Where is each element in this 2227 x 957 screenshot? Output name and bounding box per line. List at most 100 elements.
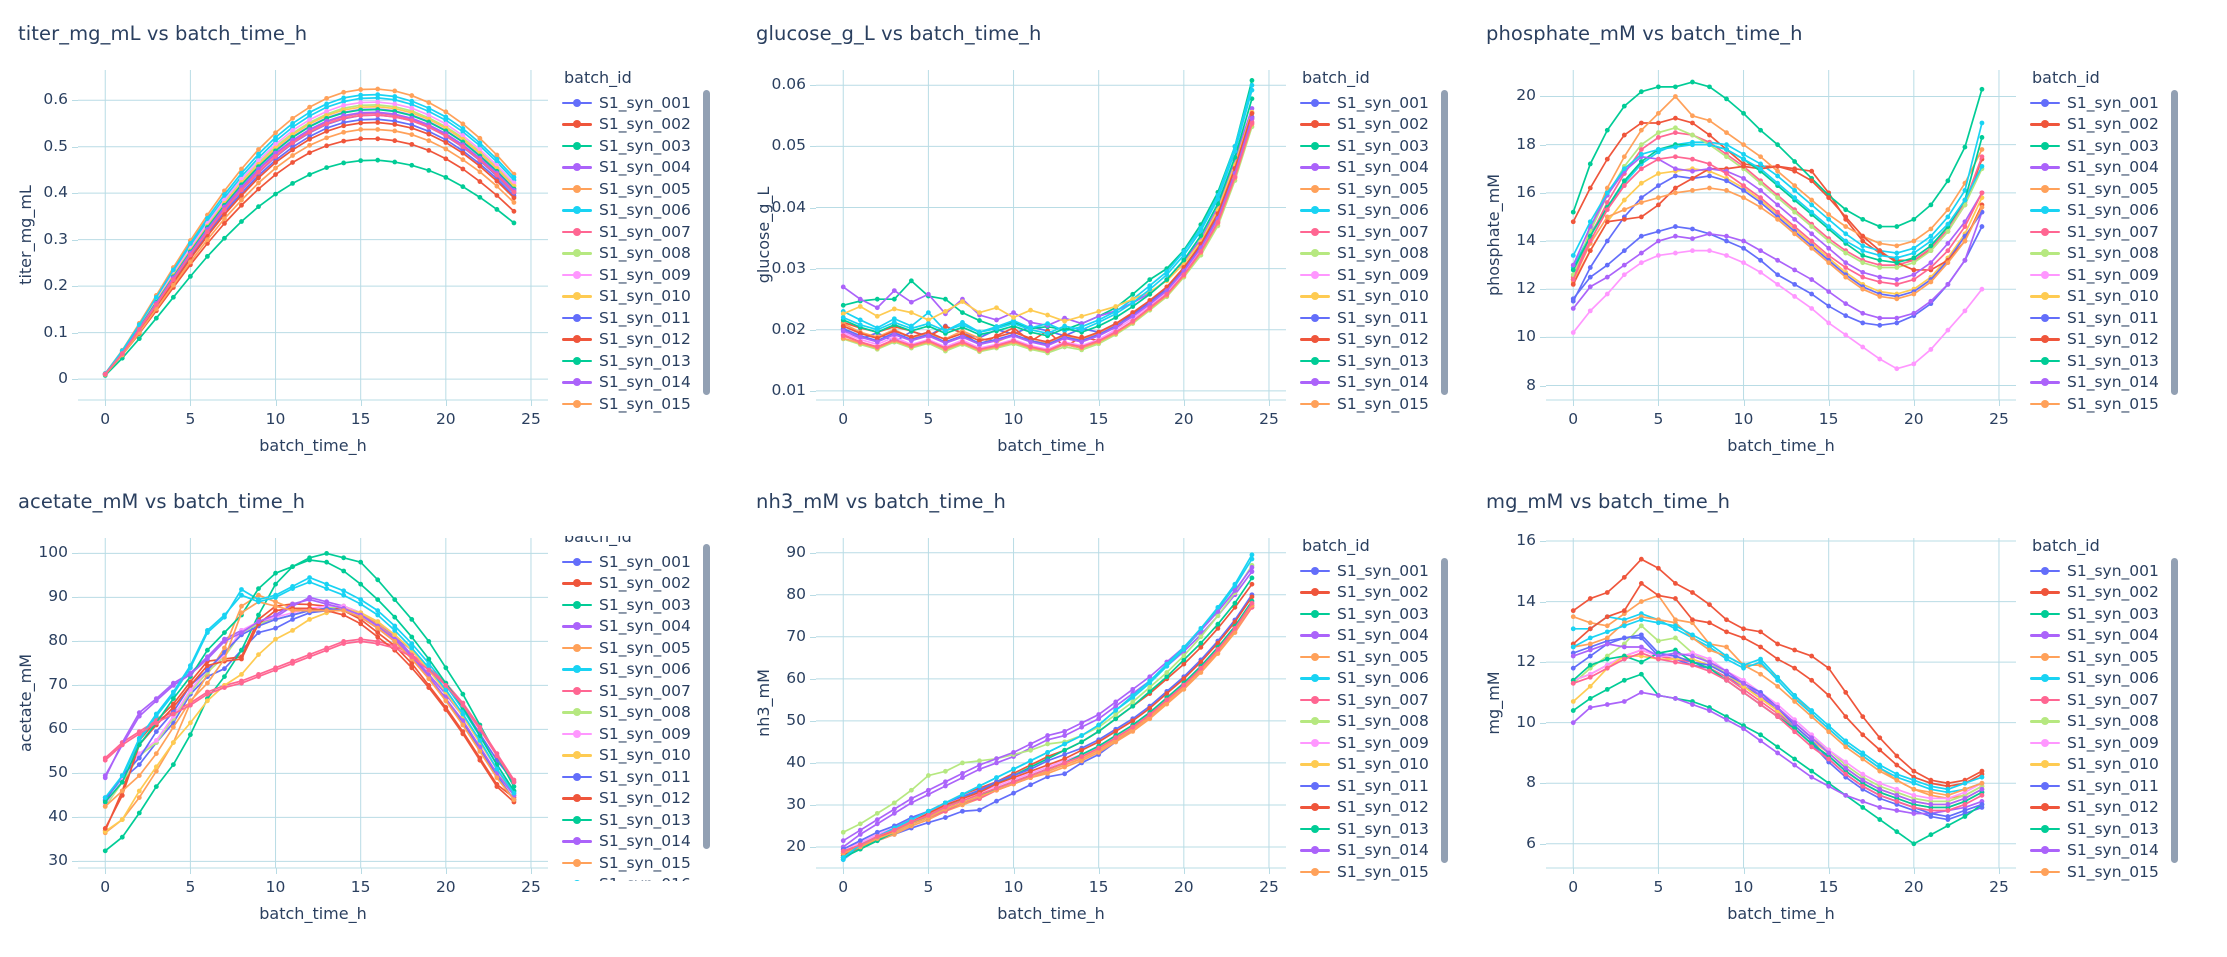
series-S1_syn_014[interactable] [840, 115, 1255, 349]
series-S1_syn_015[interactable] [1570, 614, 1985, 798]
legend-acetate[interactable]: batch_id S1_syn_001 S1_syn_002 S1_syn_003 S1… [562, 536, 712, 881]
legend-item-S1_syn_013[interactable]: S1_syn_013 [562, 350, 712, 372]
legend-item-S1_syn_014[interactable]: S1_syn_014 [1300, 372, 1450, 394]
series-S1_syn_012[interactable] [840, 110, 1255, 345]
legend-item-S1_syn_009[interactable]: S1_syn_009 [1300, 732, 1450, 754]
legend-item-S1_syn_001[interactable]: S1_syn_001 [2030, 92, 2180, 114]
legend-item-S1_syn_009[interactable]: S1_syn_009 [2030, 732, 2180, 754]
legend-item-S1_syn_015[interactable]: S1_syn_015 [562, 852, 712, 874]
legend-item-S1_syn_010[interactable]: S1_syn_010 [1300, 286, 1450, 308]
legend-scrollbar[interactable] [1441, 558, 1448, 863]
series-S1_syn_017[interactable] [102, 112, 517, 377]
legend-item-S1_syn_012[interactable]: S1_syn_012 [2030, 797, 2180, 819]
legend-item-S1_syn_007[interactable]: S1_syn_007 [1300, 221, 1450, 243]
series-S1_syn_002[interactable] [1570, 556, 1985, 786]
legend-phosphate[interactable]: batch_id S1_syn_001 S1_syn_002 S1_syn_003 S1… [2030, 68, 2180, 413]
legend-item-S1_syn_010[interactable]: S1_syn_010 [2030, 754, 2180, 776]
series-S1_syn_017[interactable] [102, 639, 517, 785]
legend-scrollbar[interactable] [703, 544, 710, 849]
legend-item-S1_syn_014[interactable]: S1_syn_014 [562, 372, 712, 394]
series-S1_syn_016[interactable] [840, 87, 1255, 336]
legend-item-S1_syn_011[interactable]: S1_syn_011 [562, 766, 712, 788]
legend-item-S1_syn_008[interactable]: S1_syn_008 [562, 702, 712, 724]
legend-item-S1_syn_001[interactable]: S1_syn_001 [1300, 92, 1450, 114]
legend-item-S1_syn_002[interactable]: S1_syn_002 [562, 573, 712, 595]
series-S1_syn_014[interactable] [840, 565, 1255, 844]
series-S1_syn_001[interactable] [840, 110, 1255, 345]
legend-item-S1_syn_006[interactable]: S1_syn_006 [2030, 668, 2180, 690]
legend-item-S1_syn_012[interactable]: S1_syn_012 [2030, 329, 2180, 351]
series-S1_syn_001[interactable] [1570, 224, 1985, 328]
legend-item-S1_syn_005[interactable]: S1_syn_005 [2030, 178, 2180, 200]
legend-item-S1_syn_010[interactable]: S1_syn_010 [1300, 754, 1450, 776]
legend-item-S1_syn_006[interactable]: S1_syn_006 [1300, 668, 1450, 690]
legend-scrollbar[interactable] [1441, 90, 1448, 395]
series-S1_syn_011[interactable] [840, 592, 1255, 852]
legend-item-S1_syn_010[interactable]: S1_syn_010 [562, 286, 712, 308]
legend-item-S1_syn_009[interactable]: S1_syn_009 [562, 723, 712, 745]
series-S1_syn_004[interactable] [840, 106, 1255, 328]
series-S1_syn_016[interactable] [1570, 617, 1985, 792]
legend-mg[interactable]: batch_id S1_syn_001 S1_syn_002 S1_syn_003 S1… [2030, 536, 2180, 881]
legend-item-S1_syn_006[interactable]: S1_syn_006 [562, 200, 712, 222]
legend-item-S1_syn_003[interactable]: S1_syn_003 [2030, 135, 2180, 157]
plot-area-glucose[interactable] [816, 70, 1286, 401]
series-S1_syn_013[interactable] [840, 96, 1255, 339]
legend-item-S1_syn_009[interactable]: S1_syn_009 [2030, 264, 2180, 286]
legend-item-S1_syn_013[interactable]: S1_syn_013 [562, 809, 712, 831]
legend-item-S1_syn_003[interactable]: S1_syn_003 [1300, 603, 1450, 625]
legend-item-S1_syn_004[interactable]: S1_syn_004 [1300, 157, 1450, 179]
series-S1_syn_003[interactable] [102, 157, 517, 378]
series-S1_syn_017[interactable] [1570, 154, 1985, 287]
series-S1_syn_004[interactable] [1570, 209, 1985, 321]
legend-item-S1_syn_007[interactable]: S1_syn_007 [2030, 689, 2180, 711]
legend-item-S1_syn_011[interactable]: S1_syn_011 [2030, 307, 2180, 329]
legend-item-S1_syn_011[interactable]: S1_syn_011 [1300, 307, 1450, 329]
legend-item-S1_syn_005[interactable]: S1_syn_005 [562, 178, 712, 200]
legend-scrollbar[interactable] [2171, 558, 2178, 863]
plot-area-mg[interactable] [1546, 538, 2016, 869]
plot-area-nh3[interactable] [816, 538, 1286, 869]
series-S1_syn_017[interactable] [840, 600, 1255, 854]
legend-item-S1_syn_011[interactable]: S1_syn_011 [562, 307, 712, 329]
legend-item-S1_syn_012[interactable]: S1_syn_012 [562, 788, 712, 810]
legend-item-S1_syn_009[interactable]: S1_syn_009 [562, 264, 712, 286]
legend-item-S1_syn_008[interactable]: S1_syn_008 [2030, 243, 2180, 265]
legend-item-S1_syn_014[interactable]: S1_syn_014 [2030, 840, 2180, 862]
legend-item-S1_syn_007[interactable]: S1_syn_007 [562, 680, 712, 702]
legend-item-S1_syn_015[interactable]: S1_syn_015 [1300, 393, 1450, 413]
legend-item-S1_syn_007[interactable]: S1_syn_007 [2030, 221, 2180, 243]
legend-item-S1_syn_014[interactable]: S1_syn_014 [1300, 840, 1450, 862]
legend-item-S1_syn_003[interactable]: S1_syn_003 [2030, 603, 2180, 625]
series-S1_syn_003[interactable] [840, 77, 1255, 333]
legend-item-S1_syn_004[interactable]: S1_syn_004 [2030, 157, 2180, 179]
legend-item-S1_syn_004[interactable]: S1_syn_004 [1300, 625, 1450, 647]
legend-item-S1_syn_013[interactable]: S1_syn_013 [1300, 818, 1450, 840]
legend-item-S1_syn_006[interactable]: S1_syn_006 [562, 659, 712, 681]
legend-item-S1_syn_005[interactable]: S1_syn_005 [2030, 646, 2180, 668]
legend-item-S1_syn_002[interactable]: S1_syn_002 [562, 114, 712, 136]
series-S1_syn_016[interactable] [840, 552, 1255, 860]
legend-item-S1_syn_011[interactable]: S1_syn_011 [2030, 775, 2180, 797]
legend-item-S1_syn_015[interactable]: S1_syn_015 [2030, 861, 2180, 881]
series-S1_syn_009[interactable] [1570, 248, 1985, 372]
series-S1_syn_004[interactable] [840, 569, 1255, 850]
series-S1_syn_012[interactable] [840, 594, 1255, 858]
legend-item-S1_syn_004[interactable]: S1_syn_004 [2030, 625, 2180, 647]
legend-item-S1_syn_004[interactable]: S1_syn_004 [562, 157, 712, 179]
legend-item-S1_syn_003[interactable]: S1_syn_003 [562, 594, 712, 616]
legend-item-S1_syn_001[interactable]: S1_syn_001 [562, 551, 712, 573]
legend-item-S1_syn_001[interactable]: S1_syn_001 [1300, 560, 1450, 582]
legend-item-S1_syn_005[interactable]: S1_syn_005 [562, 637, 712, 659]
legend-item-S1_syn_010[interactable]: S1_syn_010 [2030, 286, 2180, 308]
legend-item-S1_syn_007[interactable]: S1_syn_007 [1300, 689, 1450, 711]
series-S1_syn_001[interactable] [1570, 635, 1985, 822]
legend-item-S1_syn_015[interactable]: S1_syn_015 [2030, 393, 2180, 413]
legend-scrollbar[interactable] [2171, 90, 2178, 395]
series-S1_syn_014[interactable] [102, 109, 517, 377]
legend-glucose[interactable]: batch_id S1_syn_001 S1_syn_002 S1_syn_003 S1… [1300, 68, 1450, 413]
legend-item-S1_syn_003[interactable]: S1_syn_003 [1300, 135, 1450, 157]
legend-item-S1_syn_003[interactable]: S1_syn_003 [562, 135, 712, 157]
series-S1_syn_017[interactable] [1570, 650, 1985, 813]
legend-item-S1_syn_012[interactable]: S1_syn_012 [1300, 329, 1450, 351]
